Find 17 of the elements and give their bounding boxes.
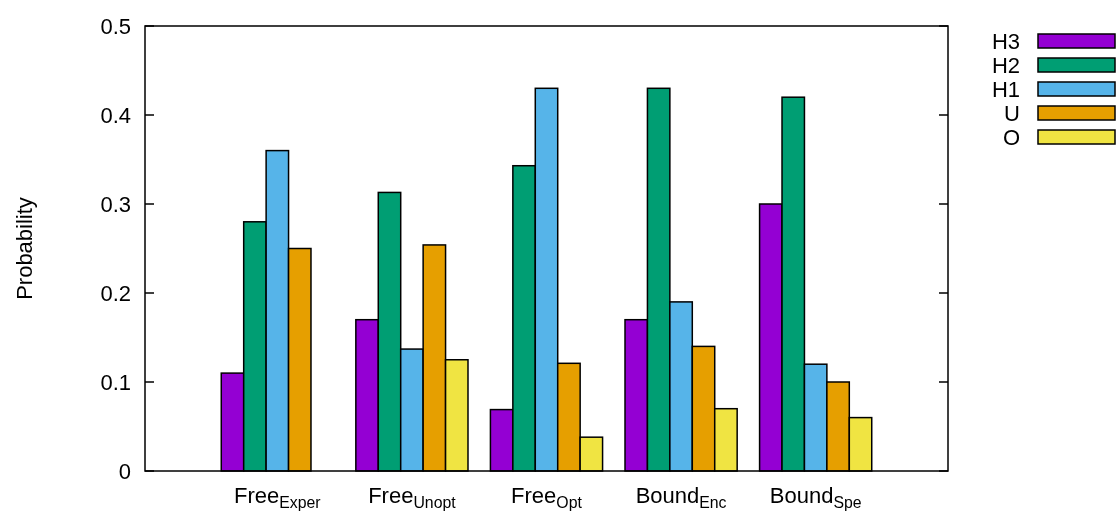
legend-label: H1 (991, 76, 1020, 102)
y-axis-title: Probability (12, 197, 37, 300)
y-tick-label: 0 (118, 458, 131, 484)
x-tick-label: Free$_{Exper}$ (234, 483, 322, 511)
x-tick-label: Free$_{Opt}$ (511, 483, 583, 511)
legend-label: H3 (991, 28, 1020, 54)
x-tick-label: Bound$_{Enc}$ (635, 483, 727, 511)
x-tick-label: Free$_{Unopt}$ (368, 483, 457, 511)
legend-label: U (1004, 100, 1020, 126)
x-tick-label: Bound$_{Spe}$ (769, 483, 862, 511)
legend-label: H2 (991, 52, 1020, 78)
y-tick-label: 0.1 (100, 369, 131, 395)
y-tick-label: 0.5 (100, 13, 131, 39)
y-tick-label: 0.3 (100, 191, 131, 217)
y-tick-label: 0.4 (100, 102, 131, 128)
legend-label: O (1002, 124, 1020, 150)
y-tick-label: 0.2 (100, 280, 131, 306)
